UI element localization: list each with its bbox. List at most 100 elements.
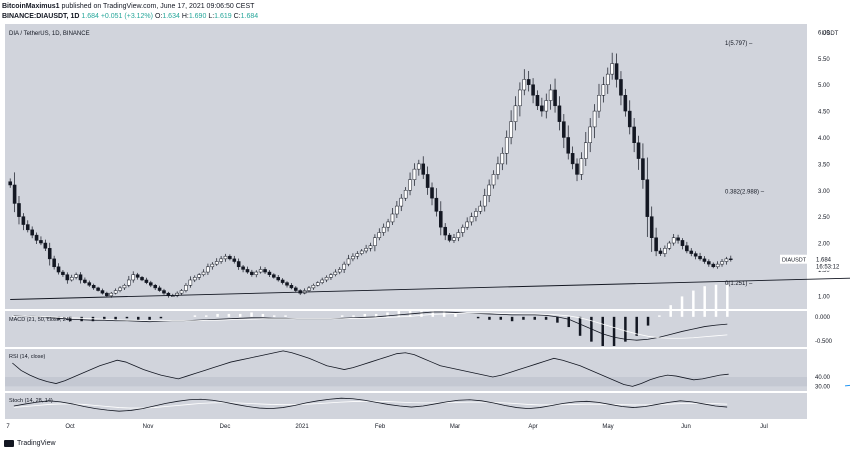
price-axis-tick: 5.00 (818, 83, 830, 89)
candle-body (188, 279, 193, 286)
candle-body (263, 269, 267, 273)
candle-body (425, 174, 430, 188)
candle-body (702, 258, 707, 262)
candle-body (614, 63, 619, 80)
candle-body (43, 242, 48, 249)
candle-body (39, 240, 43, 244)
candle-body (601, 84, 606, 96)
candle-body (399, 197, 404, 207)
price-axis[interactable] (807, 24, 850, 419)
tradingview-logo-icon (4, 440, 14, 447)
last-price: 1.684 (81, 13, 99, 20)
candle-body (513, 105, 518, 122)
candle-body (289, 285, 294, 289)
candle-body (87, 282, 92, 286)
candle-body (65, 274, 70, 281)
candle-body (610, 63, 614, 75)
candle-body (588, 126, 592, 143)
candle-body (434, 197, 439, 212)
macd-line (13, 311, 728, 341)
candle-body (685, 245, 689, 252)
candle-body (474, 211, 478, 217)
price-change: +0.051 (+3.12%) (100, 13, 153, 20)
candle-body (500, 153, 505, 165)
candle-body (144, 279, 149, 283)
candle-body (342, 263, 346, 270)
close-label: C: (233, 13, 241, 20)
candle-body (61, 271, 65, 275)
candle-body (214, 261, 219, 265)
candle-body (395, 205, 399, 215)
currency-label: USDT (822, 31, 839, 37)
candle-body (584, 142, 588, 159)
candle-body (83, 279, 87, 283)
candle-body (377, 232, 382, 239)
candle-body (17, 203, 21, 217)
close-value: 1.684 (240, 13, 259, 20)
candle-body (386, 221, 390, 228)
candle-body (408, 179, 412, 191)
time-axis-label: Nov (143, 424, 154, 430)
drawing-lines (10, 264, 850, 412)
candle-body (729, 258, 733, 260)
rsi-axis-tick: 30.00 (815, 384, 831, 390)
candle-body (478, 205, 483, 212)
candle-body (100, 290, 105, 294)
candle-body (412, 168, 417, 180)
candle-body (170, 295, 175, 297)
candle-body (627, 110, 632, 128)
candle-body (223, 255, 228, 260)
time-axis-label: Jul (760, 424, 768, 430)
candle-body (311, 285, 316, 289)
stoch-panel[interactable] (5, 393, 807, 419)
chart-labels: 1(5.797) – 0.382(2.988) – 0(1.251) – 1.00 1.… (6, 30, 850, 430)
stoch-label: Stoch (14, 28, 14) (9, 398, 53, 404)
candle-body (671, 237, 676, 244)
price-axis-tick: 6.00 (818, 30, 830, 36)
candle-body (566, 137, 571, 154)
support-trendline (10, 277, 850, 300)
price-tag-value-box (808, 254, 850, 271)
candle-body (557, 105, 562, 122)
stoch-k-line (13, 397, 728, 412)
macd-label: MACD (21, 50, close, 24) (9, 317, 71, 323)
candle-body (329, 274, 333, 278)
time-axis-label: Oct (65, 424, 75, 430)
price-axis-tick: 1.00 (818, 294, 830, 300)
candle-body (553, 89, 557, 107)
candle-body (276, 277, 281, 281)
candle-body (447, 234, 452, 241)
candle-body (667, 242, 672, 249)
published-text: published on TradingView.com, June 17, 2… (61, 3, 255, 10)
time-axis-label: Feb (375, 424, 386, 430)
candle-body (570, 153, 575, 165)
candle-body (179, 290, 184, 294)
candle-body (241, 266, 245, 270)
low-value: 1.619 (214, 13, 232, 20)
candle-body (368, 245, 373, 249)
candle-body (403, 190, 408, 199)
price-tag-name: DIAUSDT (782, 258, 807, 264)
candle-body (619, 79, 623, 96)
candle-body (135, 274, 140, 278)
price-panel[interactable] (5, 24, 807, 309)
time-axis-label: May (602, 424, 613, 430)
price-axis-tick: 4.50 (818, 110, 830, 116)
symbol-ohlc-row: BINANCE:DIAUSDT, 1D 1.684 +0.051 (+3.12%… (2, 13, 258, 20)
candle-body (597, 95, 601, 112)
candle-body (127, 279, 131, 286)
candle-body (649, 216, 654, 238)
candle-body (56, 266, 61, 273)
rsi-label: RSI (14, close) (9, 354, 46, 360)
time-axis-label: Mar (450, 424, 460, 430)
candle-body (228, 255, 232, 260)
candle-body (78, 274, 83, 281)
candle-body (109, 292, 114, 297)
candle-body (364, 248, 368, 252)
candle-body (162, 290, 166, 294)
candle-body (381, 226, 386, 233)
candle-body (34, 234, 39, 241)
candle-body (540, 105, 544, 112)
footer: TradingView (4, 440, 56, 447)
